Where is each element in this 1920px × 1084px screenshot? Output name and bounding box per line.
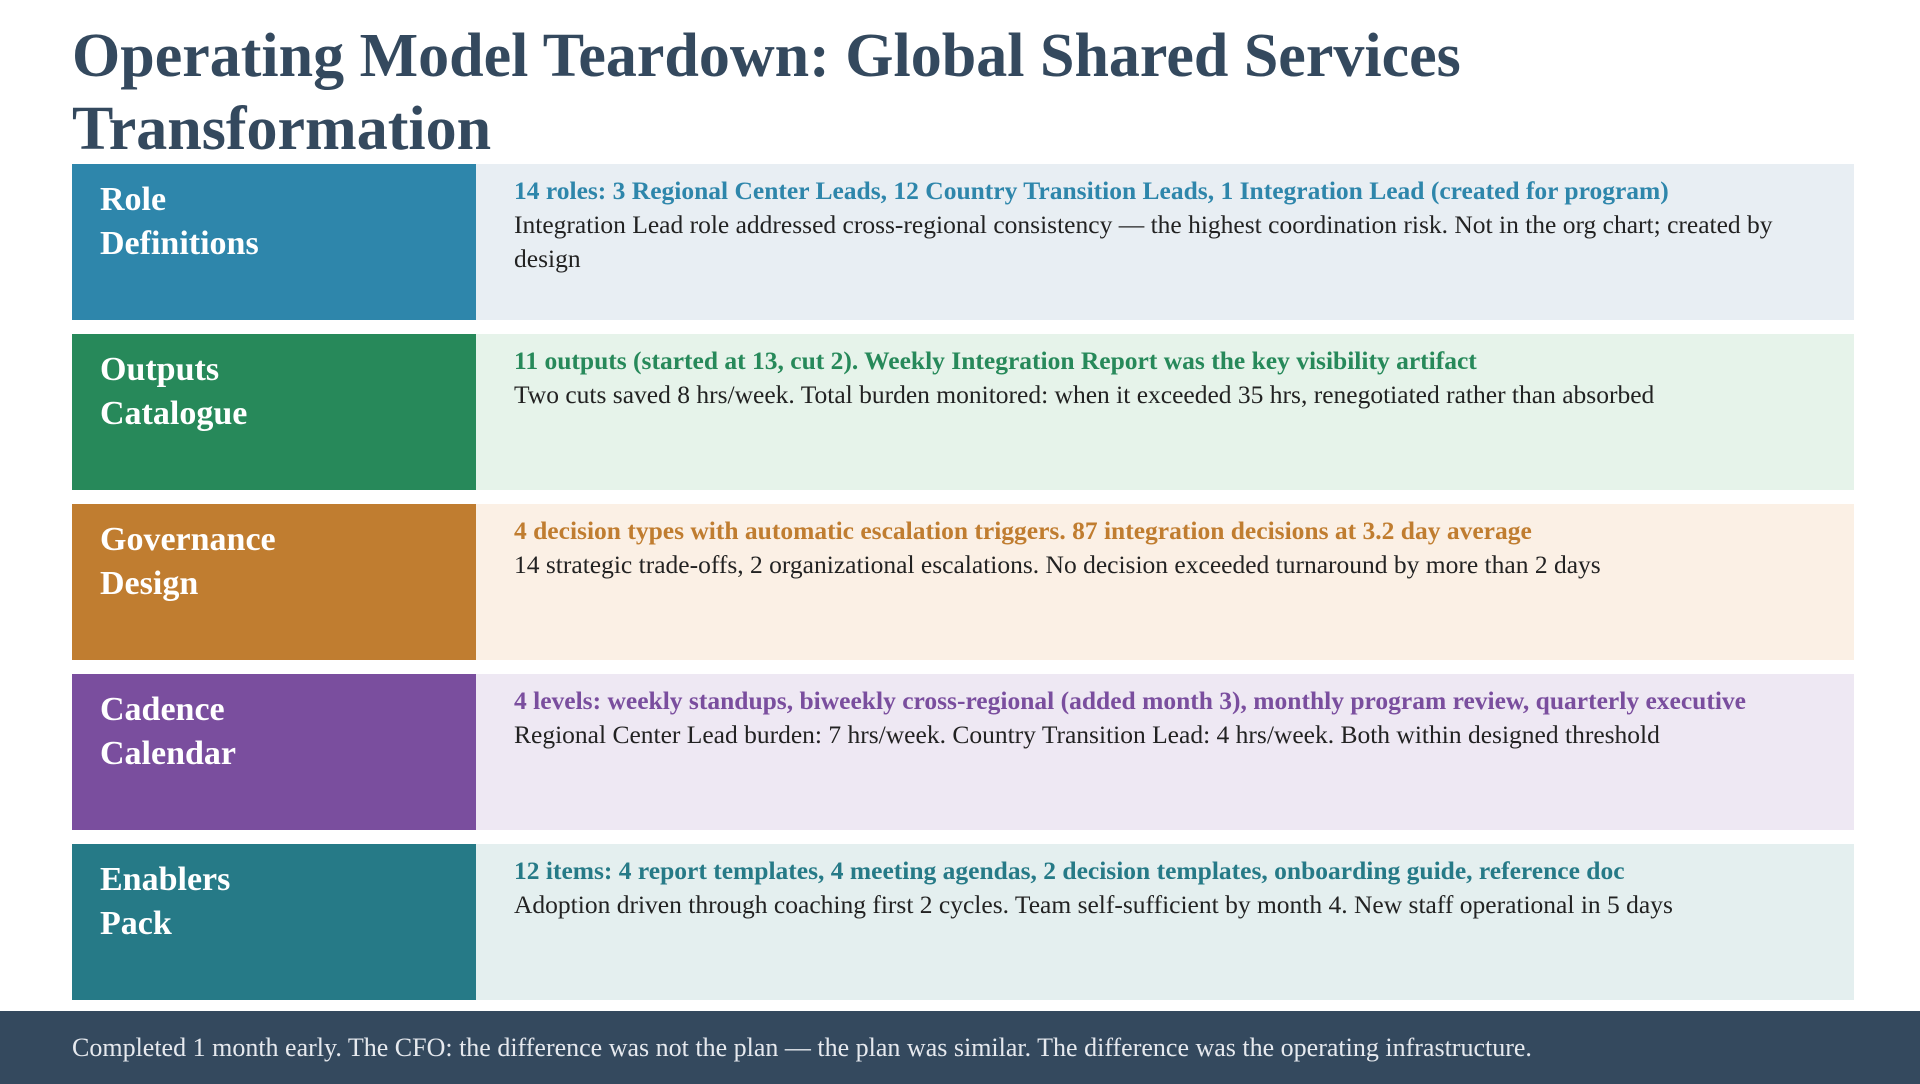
pillar-content: 4 decision types with automatic escalati… (476, 504, 1854, 660)
pillar-list: Role Definitions 14 roles: 3 Regional Ce… (72, 164, 1854, 1000)
pillar-content: 12 items: 4 report templates, 4 meeting … (476, 844, 1854, 1000)
pillar-detail: 14 strategic trade-offs, 2 organizationa… (514, 550, 1601, 579)
pillar-headline: 4 decision types with automatic escalati… (514, 516, 1532, 545)
pillar-label-line: Catalogue (100, 395, 248, 432)
pillar-content: 14 roles: 3 Regional Center Leads, 12 Co… (476, 164, 1854, 320)
pillar-content: 4 levels: weekly standups, biweekly cros… (476, 674, 1854, 830)
pillar-headline: 11 outputs (started at 13, cut 2). Weekl… (514, 346, 1477, 375)
pillar-label-line: Design (100, 565, 199, 602)
pillar-label-line: Calendar (100, 735, 236, 772)
pillar-label-line: Cadence (100, 691, 225, 728)
pillar-label-line: Pack (100, 905, 172, 942)
pillar-headline: 14 roles: 3 Regional Center Leads, 12 Co… (514, 176, 1669, 205)
pillar-row-role-definitions: Role Definitions 14 roles: 3 Regional Ce… (72, 164, 1854, 320)
pillar-headline: 12 items: 4 report templates, 4 meeting … (514, 856, 1625, 885)
page-title: Operating Model Teardown: Global Shared … (72, 22, 1461, 163)
pillar-label: Cadence Calendar (72, 674, 476, 830)
pillar-row-cadence-calendar: Cadence Calendar 4 levels: weekly standu… (72, 674, 1854, 830)
pillar-label: Enablers Pack (72, 844, 476, 1000)
pillar-label-line: Role (100, 181, 167, 218)
pillar-detail: Two cuts saved 8 hrs/week. Total burden … (514, 380, 1655, 409)
pillar-label: Outputs Catalogue (72, 334, 476, 490)
pillar-label-line: Definitions (100, 225, 259, 262)
pillar-row-governance-design: Governance Design 4 decision types with … (72, 504, 1854, 660)
footer-text: Completed 1 month early. The CFO: the di… (72, 1032, 1532, 1062)
pillar-row-outputs-catalogue: Outputs Catalogue 11 outputs (started at… (72, 334, 1854, 490)
pillar-detail: Adoption driven through coaching first 2… (514, 890, 1673, 919)
pillar-label: Governance Design (72, 504, 476, 660)
pillar-headline: 4 levels: weekly standups, biweekly cros… (514, 686, 1746, 715)
footer-banner: Completed 1 month early. The CFO: the di… (0, 1011, 1920, 1084)
pillar-detail: Regional Center Lead burden: 7 hrs/week.… (514, 720, 1660, 749)
pillar-content: 11 outputs (started at 13, cut 2). Weekl… (476, 334, 1854, 490)
pillar-label-line: Outputs (100, 351, 220, 388)
pillar-detail: Integration Lead role addressed cross-re… (514, 210, 1773, 273)
pillar-label-line: Governance (100, 521, 276, 558)
pillar-label-line: Enablers (100, 861, 231, 898)
pillar-row-enablers-pack: Enablers Pack 12 items: 4 report templat… (72, 844, 1854, 1000)
pillar-label: Role Definitions (72, 164, 476, 320)
